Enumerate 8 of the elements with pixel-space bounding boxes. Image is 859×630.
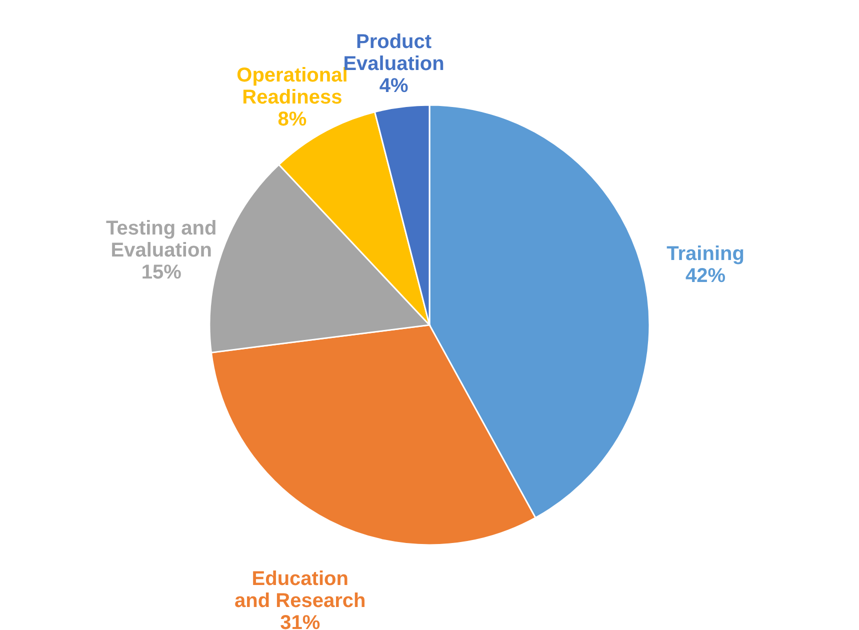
data-label: 8% (278, 108, 307, 130)
slice-label: Testing and Evaluation (106, 217, 217, 262)
data-label: 42% (686, 265, 726, 288)
data-label: 4% (379, 75, 408, 98)
slice-label: Education and Research (234, 568, 366, 612)
data-label: 31% (280, 612, 320, 630)
slice-label: Training (666, 243, 744, 266)
data-label: 15% (141, 261, 182, 284)
